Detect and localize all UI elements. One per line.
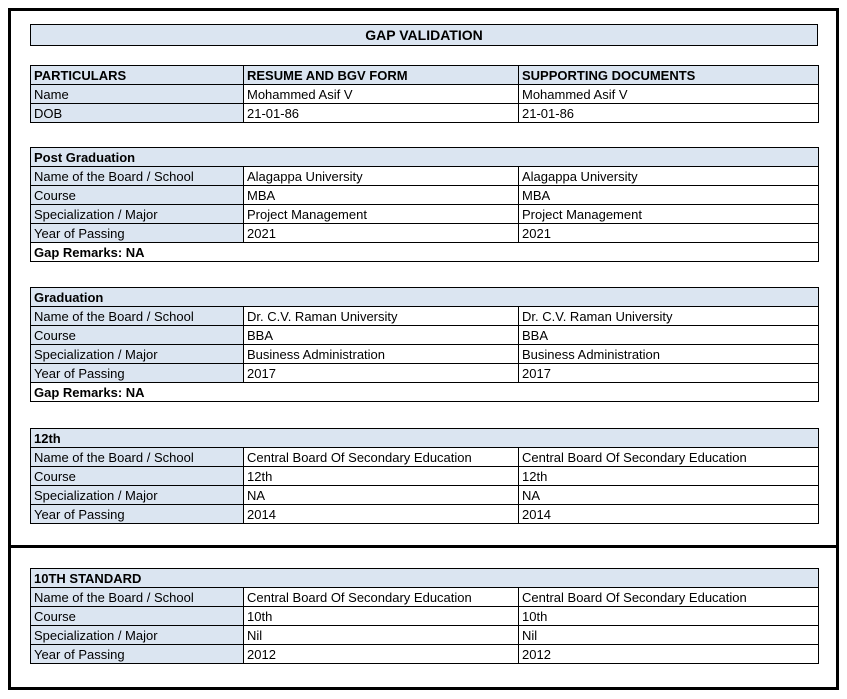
row-label-cell: Specialization / Major (30, 344, 244, 364)
supporting-value-cell: Business Administration (517, 344, 820, 364)
table-row: Name of the Board / School Central Board… (30, 447, 820, 467)
section-header-row: Graduation (29, 287, 820, 307)
column-header-supporting-docs: SUPPORTING DOCUMENTS (518, 65, 819, 85)
table-row: Year of Passing 2012 2012 (30, 644, 820, 664)
section-title: Graduation (29, 287, 820, 307)
row-label-cell: Year of Passing (30, 644, 244, 664)
table-row: Course 10th 10th (30, 606, 820, 626)
table-row: Specialization / Major Business Administ… (30, 344, 820, 364)
row-label-cell: Specialization / Major (30, 485, 244, 505)
column-header-resume-bgv: RESUME AND BGV FORM (243, 65, 519, 85)
supporting-value-cell: NA (517, 485, 820, 505)
table-row: Specialization / Major Nil Nil (30, 625, 820, 645)
supporting-value-cell: 2014 (517, 504, 820, 524)
table-row: Course 12th 12th (30, 466, 820, 486)
supporting-value-cell: 2021 (517, 223, 820, 243)
supporting-value-cell: Central Board Of Secondary Education (517, 587, 820, 607)
row-label-cell: Name of the Board / School (30, 587, 244, 607)
supporting-value-cell: 2012 (517, 644, 820, 664)
resume-value-cell: 2021 (243, 223, 519, 243)
resume-value-cell: 2017 (243, 363, 519, 383)
table-row: Name of the Board / School Dr. C.V. Rama… (30, 306, 820, 326)
resume-value-cell: Project Management (243, 204, 519, 224)
resume-value-cell: Central Board Of Secondary Education (243, 587, 519, 607)
section-title: 12th (29, 428, 820, 448)
section-title: 10TH STANDARD (29, 568, 820, 588)
resume-value-cell: Business Administration (243, 344, 519, 364)
section-divider (11, 545, 836, 548)
section-header-row: 10TH STANDARD (29, 568, 820, 588)
supporting-value-cell: BBA (517, 325, 820, 345)
table-row: Course MBA MBA (30, 185, 820, 205)
resume-value-cell: Alagappa University (243, 166, 519, 186)
gap-remarks-row: Gap Remarks: NA (29, 242, 820, 262)
row-label-cell: Name (30, 84, 244, 104)
supporting-value-cell: Central Board Of Secondary Education (517, 447, 820, 467)
gap-remarks-cell: Gap Remarks: NA (29, 382, 820, 402)
section-header-row: 12th (29, 428, 820, 448)
gap-remarks-cell: Gap Remarks: NA (29, 242, 820, 262)
table-row: Name of the Board / School Alagappa Univ… (30, 166, 820, 186)
row-label-cell: Course (30, 325, 244, 345)
row-label-cell: Course (30, 466, 244, 486)
supporting-value-cell: 10th (517, 606, 820, 626)
row-label-cell: Course (30, 606, 244, 626)
supporting-value-cell: MBA (517, 185, 820, 205)
gap-remarks-row: Gap Remarks: NA (29, 382, 820, 402)
table-row: Year of Passing 2021 2021 (30, 223, 820, 243)
table-row: Year of Passing 2014 2014 (30, 504, 820, 524)
row-label-cell: Name of the Board / School (30, 166, 244, 186)
resume-value-cell: Central Board Of Secondary Education (243, 447, 519, 467)
resume-value-cell: 2014 (243, 504, 519, 524)
resume-value-cell: MBA (243, 185, 519, 205)
table-row: Name of the Board / School Central Board… (30, 587, 820, 607)
table-row: DOB 21-01-86 21-01-86 (30, 103, 819, 123)
row-label-cell: Name of the Board / School (30, 447, 244, 467)
table-row: Specialization / Major Project Managemen… (30, 204, 820, 224)
resume-value-cell: 21-01-86 (243, 103, 519, 123)
section-table-12th: 12th Name of the Board / School Central … (29, 428, 820, 524)
supporting-value-cell: 21-01-86 (518, 103, 819, 123)
row-label-cell: DOB (30, 103, 244, 123)
table-row: Name Mohammed Asif V Mohammed Asif V (30, 84, 819, 104)
row-label-cell: Year of Passing (30, 504, 244, 524)
resume-value-cell: Nil (243, 625, 519, 645)
supporting-value-cell: 12th (517, 466, 820, 486)
resume-value-cell: Dr. C.V. Raman University (243, 306, 519, 326)
resume-value-cell: 10th (243, 606, 519, 626)
section-table-10th-standard: 10TH STANDARD Name of the Board / School… (29, 568, 820, 664)
supporting-value-cell: Project Management (517, 204, 820, 224)
section-table-post-graduation: Post Graduation Name of the Board / Scho… (29, 147, 820, 262)
row-label-cell: Year of Passing (30, 363, 244, 383)
column-header-particulars: PARTICULARS (30, 65, 244, 85)
section-title: Post Graduation (29, 147, 820, 167)
supporting-value-cell: 2017 (517, 363, 820, 383)
table-row: Specialization / Major NA NA (30, 485, 820, 505)
row-label-cell: Year of Passing (30, 223, 244, 243)
row-label-cell: Specialization / Major (30, 204, 244, 224)
row-label-cell: Course (30, 185, 244, 205)
table-row: Year of Passing 2017 2017 (30, 363, 820, 383)
summary-table: PARTICULARS RESUME AND BGV FORM SUPPORTI… (30, 65, 819, 123)
row-label-cell: Name of the Board / School (30, 306, 244, 326)
supporting-value-cell: Mohammed Asif V (518, 84, 819, 104)
summary-header-row: PARTICULARS RESUME AND BGV FORM SUPPORTI… (30, 65, 819, 85)
supporting-value-cell: Dr. C.V. Raman University (517, 306, 820, 326)
section-table-graduation: Graduation Name of the Board / School Dr… (29, 287, 820, 402)
supporting-value-cell: Alagappa University (517, 166, 820, 186)
section-header-row: Post Graduation (29, 147, 820, 167)
page-title: GAP VALIDATION (30, 24, 818, 46)
table-row: Course BBA BBA (30, 325, 820, 345)
resume-value-cell: 2012 (243, 644, 519, 664)
resume-value-cell: 12th (243, 466, 519, 486)
row-label-cell: Specialization / Major (30, 625, 244, 645)
resume-value-cell: NA (243, 485, 519, 505)
supporting-value-cell: Nil (517, 625, 820, 645)
document-border-box: GAP VALIDATION PARTICULARS RESUME AND BG… (8, 8, 839, 690)
resume-value-cell: Mohammed Asif V (243, 84, 519, 104)
resume-value-cell: BBA (243, 325, 519, 345)
